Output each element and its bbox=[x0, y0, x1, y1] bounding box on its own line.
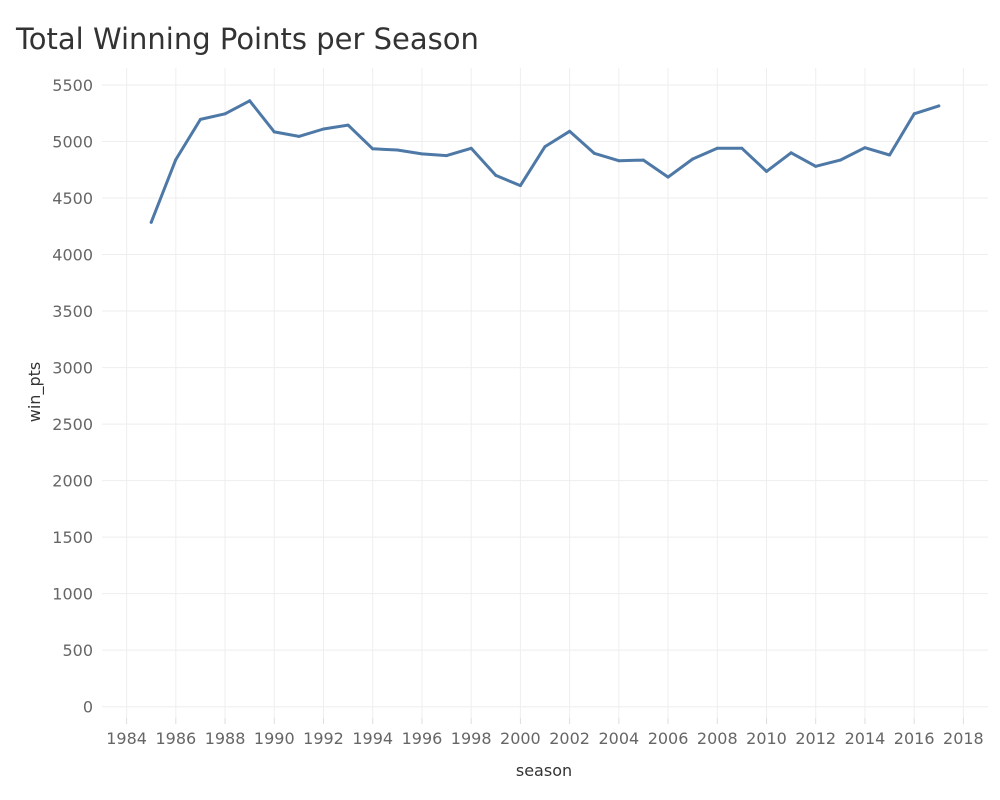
data-point bbox=[641, 158, 645, 162]
series-line bbox=[149, 99, 941, 224]
x-tick-label: 2018 bbox=[943, 729, 984, 748]
x-tick-label: 1994 bbox=[352, 729, 393, 748]
data-point bbox=[420, 152, 424, 156]
x-tick-label: 2002 bbox=[549, 729, 590, 748]
x-tick-label: 2012 bbox=[795, 729, 836, 748]
series-layer bbox=[149, 99, 941, 224]
data-point bbox=[469, 146, 473, 150]
data-point bbox=[494, 173, 498, 177]
x-tick-label: 2014 bbox=[845, 729, 886, 748]
y-tick-label: 5500 bbox=[52, 76, 93, 95]
x-tick-label: 1992 bbox=[303, 729, 344, 748]
y-tick-label: 1500 bbox=[52, 528, 93, 547]
y-tick-label: 1000 bbox=[52, 585, 93, 604]
y-tick-label: 3000 bbox=[52, 359, 93, 378]
data-point bbox=[666, 175, 670, 179]
data-point bbox=[814, 164, 818, 168]
y-axis-label: win_pts bbox=[25, 362, 45, 422]
data-point bbox=[395, 148, 399, 152]
x-tick-label: 1990 bbox=[254, 729, 295, 748]
data-point bbox=[715, 146, 719, 150]
x-axis-ticks: 1984 1986 1988 1990 1992 1994 1996 1998 2000 2002… bbox=[106, 729, 983, 748]
x-tick-label: 2004 bbox=[598, 729, 639, 748]
data-point bbox=[198, 117, 202, 121]
x-tick-label: 2008 bbox=[697, 729, 738, 748]
data-point bbox=[568, 129, 572, 133]
y-tick-label: 500 bbox=[62, 641, 93, 660]
y-tick-label: 3500 bbox=[52, 302, 93, 321]
data-point bbox=[297, 134, 301, 138]
data-point bbox=[445, 154, 449, 158]
y-tick-label: 4000 bbox=[52, 246, 93, 265]
data-point bbox=[740, 146, 744, 150]
data-point bbox=[322, 127, 325, 131]
data-point bbox=[592, 151, 596, 155]
x-tick-label: 2000 bbox=[500, 729, 541, 748]
y-axis-ticks: 0 500 1000 1500 2000 2500 3000 3500 4000 4500 5000… bbox=[52, 76, 93, 717]
data-point bbox=[518, 184, 522, 188]
x-tick-label: 2010 bbox=[746, 729, 787, 748]
y-tick-label: 2500 bbox=[52, 415, 93, 434]
y-tick-label: 2000 bbox=[52, 472, 93, 491]
data-point bbox=[691, 157, 695, 161]
data-point bbox=[272, 130, 276, 134]
data-point bbox=[543, 145, 547, 149]
x-tick-label: 1996 bbox=[402, 729, 443, 748]
x-tick-label: 1984 bbox=[106, 729, 147, 748]
data-point bbox=[371, 147, 375, 151]
x-tick-label: 1998 bbox=[451, 729, 492, 748]
data-point bbox=[838, 158, 842, 162]
data-point bbox=[912, 112, 916, 116]
y-tick-label: 4500 bbox=[52, 189, 93, 208]
x-tick-label: 1988 bbox=[205, 729, 246, 748]
data-point bbox=[937, 104, 941, 108]
data-point bbox=[888, 153, 892, 157]
data-point bbox=[617, 159, 621, 163]
x-tick-label: 2006 bbox=[648, 729, 689, 748]
x-tick-label: 2016 bbox=[894, 729, 935, 748]
data-point bbox=[248, 99, 252, 103]
data-point bbox=[863, 146, 867, 150]
data-point bbox=[149, 220, 153, 224]
chart-title: Total Winning Points per Season bbox=[16, 22, 479, 56]
data-point bbox=[789, 151, 793, 155]
data-point bbox=[223, 112, 227, 116]
x-tick-label: 1986 bbox=[155, 729, 196, 748]
data-point bbox=[346, 123, 350, 127]
y-tick-label: 5000 bbox=[52, 132, 93, 151]
y-tick-label: 0 bbox=[83, 698, 93, 717]
data-point bbox=[765, 169, 768, 173]
grid-lines bbox=[102, 68, 988, 724]
x-axis-label: season bbox=[516, 761, 572, 780]
data-point bbox=[174, 158, 178, 162]
